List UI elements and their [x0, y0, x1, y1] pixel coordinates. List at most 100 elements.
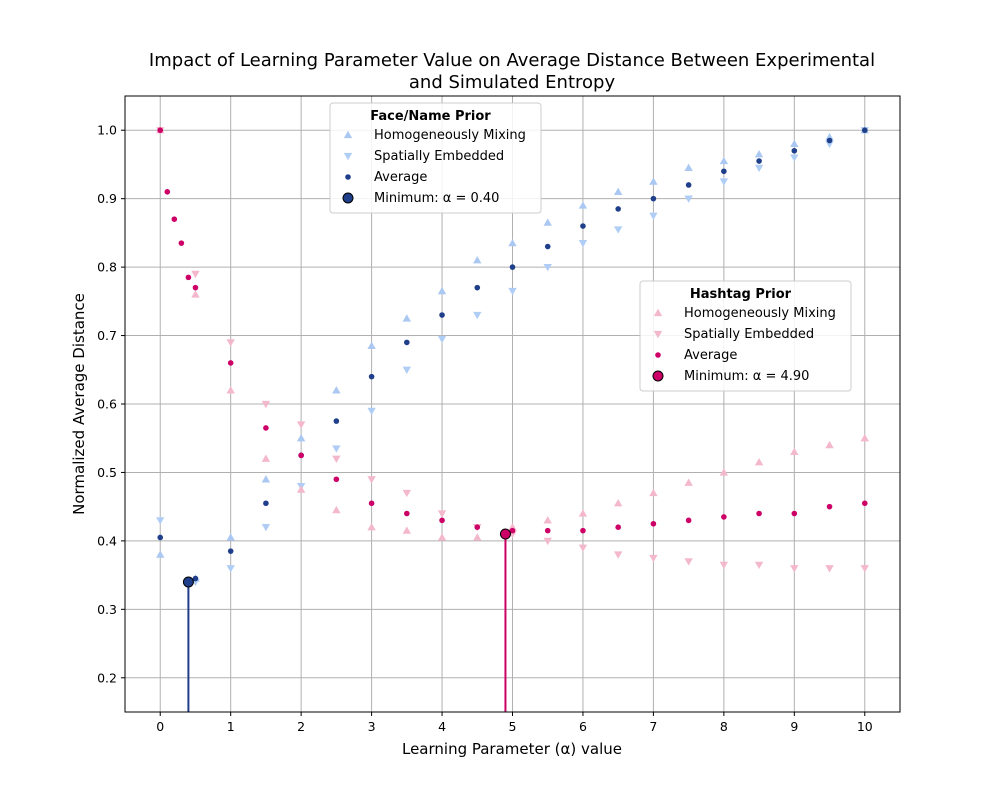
hashtag-prior-spatially-embedded-point — [684, 558, 693, 566]
y-tick-label: 0.8 — [97, 260, 117, 275]
chart-title-line-1: Impact of Learning Parameter Value on Av… — [149, 50, 875, 71]
face-name-prior-legend-label: Average — [374, 170, 427, 185]
x-tick-label: 10 — [857, 719, 873, 734]
face-name-prior-spatially-embedded-point — [613, 226, 623, 234]
face-name-prior-average-point — [791, 147, 798, 154]
face-name-prior-average-point — [580, 223, 586, 229]
face-name-prior-homogeneously-mixing-point — [543, 218, 552, 226]
x-tick-label: 3 — [368, 719, 376, 734]
face-name-prior-spatially-embedded-point — [261, 524, 271, 532]
hashtag-prior-spatially-embedded-point — [649, 554, 658, 563]
face-name-prior-spatially-embedded-point — [156, 517, 165, 525]
hashtag-prior-homogeneously-mixing-point — [578, 509, 588, 517]
hashtag-prior-legend-marker — [653, 308, 663, 317]
y-tick-label: 0.9 — [97, 191, 117, 206]
hashtag-prior-legend-minimum-label: Minimum: α = 4.90 — [684, 369, 809, 384]
face-name-prior-average-point — [192, 575, 199, 582]
x-tick-label: 8 — [720, 719, 728, 734]
x-tick-label: 5 — [509, 719, 517, 734]
hashtag-prior-homogeneously-mixing-point — [649, 488, 658, 497]
face-name-prior-average-point — [721, 168, 727, 175]
face-name-prior-average-point — [157, 534, 164, 541]
hashtag-prior-homogeneously-mixing-point — [825, 440, 834, 449]
hashtag-prior-average-point — [192, 284, 199, 291]
hashtag-prior-legend-title: Hashtag Prior — [690, 287, 792, 302]
hashtag-prior-homogeneously-mixing-point — [613, 499, 623, 507]
face-name-prior-average-point — [615, 206, 621, 212]
face-name-prior-spatially-embedded-point — [226, 565, 235, 573]
face-name-prior-minimum-marker — [182, 576, 194, 588]
face-name-prior-spatially-embedded-point — [790, 154, 799, 162]
face-name-prior-spatially-embedded-point — [437, 335, 447, 344]
hashtag-prior-homogeneously-mixing-point — [543, 516, 552, 524]
hashtag-prior-spatially-embedded-point — [578, 544, 588, 552]
face-name-prior-spatially-embedded-point — [473, 311, 482, 320]
y-tick-label: 0.5 — [97, 465, 117, 480]
face-name-prior-average-point — [685, 182, 692, 188]
hashtag-prior-spatially-embedded-point — [296, 421, 306, 429]
y-tick-label: 0.4 — [97, 533, 117, 548]
face-name-prior-spatially-embedded-point — [508, 287, 517, 296]
hashtag-prior-homogeneously-mixing-point — [860, 434, 869, 442]
hashtag-prior-homogeneously-mixing-point — [437, 533, 447, 541]
hashtag-prior-average-point — [368, 500, 375, 507]
face-name-prior-homogeneously-mixing-point — [437, 286, 447, 295]
x-tick-label: 0 — [156, 719, 164, 734]
hashtag-prior-homogeneously-mixing-point — [790, 447, 799, 456]
face-name-prior-homogeneously-mixing-point — [261, 475, 271, 483]
hashtag-prior-homogeneously-mixing-point — [719, 468, 729, 476]
hashtag-prior-spatially-embedded-point — [191, 270, 200, 279]
face-name-prior-spatially-embedded-point — [332, 445, 341, 453]
face-name-prior-average-point — [439, 312, 445, 318]
face-name-prior-average-point — [650, 195, 657, 202]
face-name-prior-homogeneously-mixing-point — [578, 201, 588, 209]
hashtag-prior-average-point — [791, 510, 798, 517]
hashtag-prior-spatially-embedded-point — [825, 565, 834, 573]
face-name-prior-average-point — [474, 284, 481, 291]
hashtag-prior-average-point — [861, 500, 868, 507]
hashtag-prior-average-point — [756, 510, 762, 517]
face-name-prior-spatially-embedded-point — [825, 140, 834, 149]
face-name-prior-spatially-embedded-point — [543, 263, 552, 272]
x-tick-label: 6 — [579, 719, 587, 734]
face-name-prior-spatially-embedded-point — [684, 195, 693, 203]
x-tick-label: 2 — [297, 719, 305, 734]
face-name-prior-average-point — [756, 158, 762, 164]
face-name-prior-homogeneously-mixing-point — [332, 386, 341, 394]
face-name-prior-homogeneously-mixing-point — [226, 533, 235, 541]
face-name-prior-homogeneously-mixing-point — [684, 163, 693, 172]
hashtag-prior-spatially-embedded-point — [332, 455, 341, 463]
y-axis-label: Normalized Average Distance — [70, 293, 88, 515]
hashtag-prior-average-point — [685, 517, 692, 524]
face-name-prior-average-point — [404, 339, 410, 346]
hashtag-prior-spatially-embedded-point — [543, 537, 552, 546]
hashtag-prior-spatially-embedded-point — [437, 510, 447, 518]
hashtag-prior-average-point — [171, 216, 178, 222]
hashtag-prior-legend: Hashtag Prior Homogeneously Mixing Spatial… — [639, 280, 852, 392]
face-name-prior-legend-minimum-marker — [342, 192, 354, 204]
hashtag-prior-spatially-embedded-point — [790, 565, 799, 573]
hashtag-prior-homogeneously-mixing-point — [473, 533, 482, 541]
hashtag-prior-spatially-embedded-point — [754, 561, 764, 570]
x-tick-label: 9 — [790, 719, 798, 734]
face-name-prior-homogeneously-mixing-point — [473, 256, 482, 264]
face-name-prior-homogeneously-mixing-point — [367, 341, 376, 349]
hashtag-prior-average-point — [263, 425, 269, 431]
hashtag-prior-homogeneously-mixing-point — [367, 523, 376, 531]
y-tick-label: 1.0 — [97, 123, 117, 138]
hashtag-prior-legend-box — [639, 280, 852, 392]
y-tick-label: 0.3 — [97, 602, 117, 617]
hashtag-prior-average-point — [509, 527, 516, 534]
hashtag-prior-homogeneously-mixing-point — [261, 454, 271, 462]
face-name-prior-spatially-embedded-point — [402, 366, 412, 374]
hashtag-prior-average-point — [164, 189, 171, 195]
plot-marks — [156, 126, 869, 712]
hashtag-prior-average-point — [650, 520, 657, 527]
hashtag-prior-spatially-embedded-point — [613, 551, 623, 559]
face-name-prior-legend-label: Homogeneously Mixing — [374, 128, 526, 143]
hashtag-prior-spatially-embedded-point — [402, 489, 412, 498]
hashtag-prior-spatially-embedded-point — [719, 561, 729, 570]
face-name-prior-legend-marker — [343, 130, 353, 139]
y-tick-label: 0.2 — [97, 670, 117, 685]
